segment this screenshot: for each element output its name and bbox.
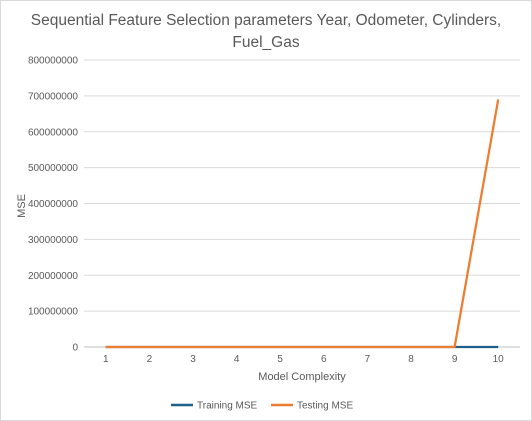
chart-title-line-2: Fuel_Gas bbox=[232, 34, 300, 51]
x-tick-labels: 1 2 3 4 5 6 7 8 9 10 bbox=[103, 354, 504, 365]
series-line bbox=[105, 99, 500, 349]
y-tick-labels: 0 100000000 200000000 300000000 400000000 500… bbox=[28, 56, 79, 354]
legend-label: Training MSE bbox=[197, 401, 258, 412]
x-tick-label: 1 bbox=[103, 354, 109, 365]
x-tick-label: 8 bbox=[408, 354, 414, 365]
y-tick-label: 800000000 bbox=[28, 56, 78, 67]
legend-label: Testing MSE bbox=[297, 401, 353, 412]
series-lines bbox=[105, 99, 500, 349]
y-tick-label: 500000000 bbox=[28, 163, 78, 174]
x-tick-label: 7 bbox=[365, 354, 371, 365]
x-tick-label: 10 bbox=[493, 354, 505, 365]
chart-title-line-1: Sequential Feature Selection parameters … bbox=[30, 12, 502, 29]
y-tick-label: 100000000 bbox=[28, 307, 78, 318]
y-tick-label: 0 bbox=[72, 343, 78, 354]
legend: Training MSE Testing MSE bbox=[171, 401, 353, 412]
x-tick-label: 2 bbox=[147, 354, 153, 365]
x-tick-label: 5 bbox=[277, 354, 283, 365]
y-tick-label: 600000000 bbox=[28, 127, 78, 138]
y-tick-label: 700000000 bbox=[28, 91, 78, 102]
y-tick-label: 200000000 bbox=[28, 271, 78, 282]
x-axis-label: Model Complexity bbox=[258, 371, 346, 383]
y-tick-label: 300000000 bbox=[28, 235, 78, 246]
y-axis-label: MSE bbox=[16, 194, 28, 218]
x-tick-label: 3 bbox=[190, 354, 196, 365]
y-tick-label: 400000000 bbox=[28, 199, 78, 210]
x-tick-label: 9 bbox=[452, 354, 458, 365]
x-tick-label: 4 bbox=[234, 354, 240, 365]
x-tick-label: 6 bbox=[321, 354, 327, 365]
gridlines bbox=[84, 59, 520, 348]
